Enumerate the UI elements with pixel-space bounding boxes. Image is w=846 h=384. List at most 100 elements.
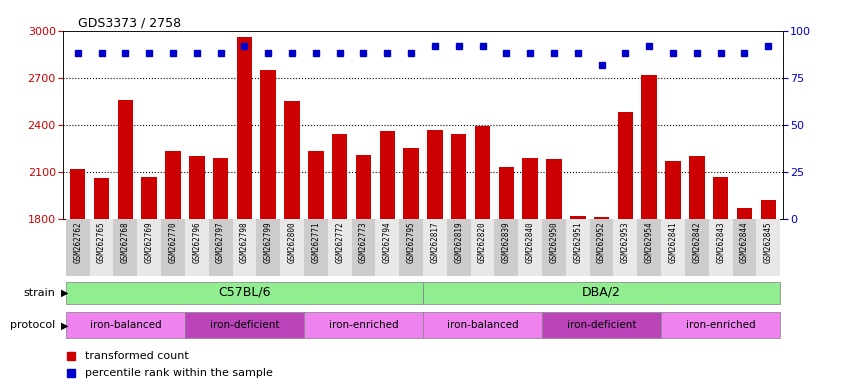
Bar [494,219,519,276]
Bar [332,134,348,219]
Text: ▶: ▶ [61,288,69,298]
Bar [470,219,494,276]
Bar [233,219,256,276]
Bar [94,178,109,219]
Bar [304,313,423,338]
Text: GSM262952: GSM262952 [597,222,606,263]
Text: GSM262819: GSM262819 [454,222,464,263]
Bar [308,151,323,219]
Text: iron-enriched: iron-enriched [328,320,398,330]
Bar [618,112,633,219]
Text: transformed count: transformed count [85,351,189,361]
Text: GSM262768: GSM262768 [121,222,129,263]
Text: iron-balanced: iron-balanced [447,320,519,330]
Text: strain: strain [23,288,55,298]
Bar [327,219,352,276]
Bar [376,219,399,276]
Bar [566,219,590,276]
Bar [66,219,90,276]
Text: GSM262769: GSM262769 [145,222,154,263]
Bar [280,219,304,276]
Text: GSM262795: GSM262795 [407,222,415,263]
Text: GDS3373 / 2758: GDS3373 / 2758 [78,17,181,30]
Bar [519,219,542,276]
Bar [547,159,562,219]
Bar [570,216,585,219]
Text: iron-enriched: iron-enriched [686,320,755,330]
Bar [261,70,276,219]
Bar [137,219,161,276]
Text: GSM262840: GSM262840 [525,222,535,263]
Text: GSM262844: GSM262844 [740,222,749,263]
Bar [756,219,780,276]
Text: GSM262799: GSM262799 [264,222,272,263]
Bar [542,219,566,276]
Bar [399,219,423,276]
Bar [451,134,466,219]
Bar [713,177,728,219]
Text: GSM262800: GSM262800 [288,222,297,263]
Text: GSM262953: GSM262953 [621,222,630,263]
Text: GSM262820: GSM262820 [478,222,487,263]
Bar [113,219,137,276]
Bar [355,155,371,219]
Text: iron-balanced: iron-balanced [90,320,162,330]
Text: iron-deficient: iron-deficient [567,320,636,330]
Bar [427,129,442,219]
Bar [90,219,113,276]
Bar [161,219,185,276]
Text: GSM262841: GSM262841 [668,222,678,263]
Text: GSM262845: GSM262845 [764,222,772,263]
Bar [498,167,514,219]
Text: GSM262765: GSM262765 [97,222,106,263]
Bar [209,219,233,276]
Text: protocol: protocol [10,320,55,331]
Bar [185,313,304,338]
Bar [641,74,657,219]
Text: GSM262950: GSM262950 [549,222,558,263]
Bar [685,219,709,276]
Text: GSM262954: GSM262954 [645,222,654,263]
Bar [689,156,705,219]
Bar [66,281,423,304]
Text: GSM262772: GSM262772 [335,222,344,263]
Bar [737,208,752,219]
Text: GSM262842: GSM262842 [692,222,701,263]
Bar [423,281,780,304]
Bar [523,158,538,219]
Text: GSM262773: GSM262773 [359,222,368,263]
Bar [185,219,209,276]
Bar [213,158,228,219]
Text: GSM262796: GSM262796 [192,222,201,263]
Bar [66,313,185,338]
Bar [189,156,205,219]
Text: ▶: ▶ [61,320,69,331]
Text: DBA/2: DBA/2 [582,286,621,299]
Text: GSM262843: GSM262843 [717,222,725,263]
Bar [304,219,327,276]
Bar [70,169,85,219]
Text: GSM262771: GSM262771 [311,222,321,263]
Bar [352,219,376,276]
Bar [665,161,681,219]
Text: GSM262794: GSM262794 [382,222,392,263]
Text: GSM262798: GSM262798 [240,222,249,263]
Bar [423,219,447,276]
Text: iron-deficient: iron-deficient [210,320,279,330]
Bar [237,37,252,219]
Bar [423,313,542,338]
Bar [165,151,181,219]
Bar [380,131,395,219]
Bar [256,219,280,276]
Bar [761,200,776,219]
Text: GSM262797: GSM262797 [216,222,225,263]
Bar [590,219,613,276]
Bar [118,100,133,219]
Bar [661,219,685,276]
Bar [733,219,756,276]
Bar [542,313,661,338]
Bar [709,219,733,276]
Text: C57BL/6: C57BL/6 [218,286,271,299]
Bar [404,148,419,219]
Bar [637,219,661,276]
